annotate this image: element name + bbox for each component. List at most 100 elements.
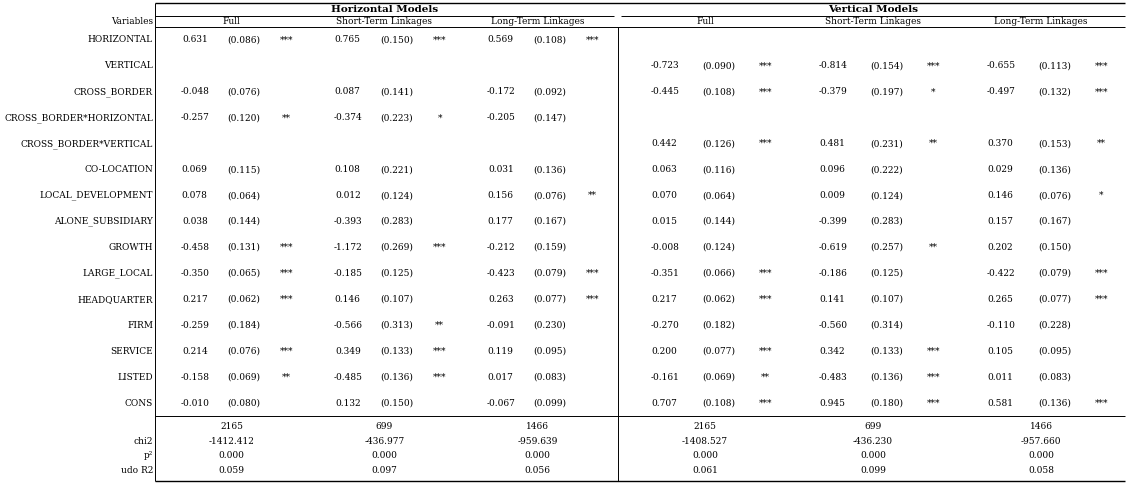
Text: ALONE_SUBSIDIARY: ALONE_SUBSIDIARY (54, 217, 153, 227)
Text: (0.136): (0.136) (1038, 398, 1071, 408)
Text: -0.048: -0.048 (180, 87, 210, 96)
Text: (0.079): (0.079) (533, 269, 566, 278)
Text: GROWTH: GROWTH (108, 243, 153, 252)
Text: 0.017: 0.017 (488, 373, 514, 381)
Text: 0.569: 0.569 (488, 35, 514, 45)
Text: 0.105: 0.105 (987, 347, 1013, 356)
Text: (0.136): (0.136) (870, 373, 903, 381)
Text: 0.000: 0.000 (860, 452, 886, 460)
Text: (0.125): (0.125) (870, 269, 903, 278)
Text: (0.197): (0.197) (870, 87, 903, 96)
Text: ***: *** (1094, 87, 1108, 96)
Text: **: ** (761, 373, 770, 381)
Text: (0.095): (0.095) (1038, 347, 1071, 356)
Text: ***: *** (1094, 295, 1108, 304)
Text: -1412.412: -1412.412 (208, 437, 255, 446)
Text: **: ** (282, 113, 291, 122)
Text: 0.009: 0.009 (819, 191, 845, 200)
Text: (0.076): (0.076) (1038, 191, 1071, 200)
Text: 0.058: 0.058 (1028, 466, 1054, 475)
Text: (0.283): (0.283) (870, 217, 903, 226)
Text: 0.015: 0.015 (651, 217, 677, 226)
Text: -0.655: -0.655 (986, 61, 1015, 70)
Text: 0.059: 0.059 (219, 466, 245, 475)
Text: 0.707: 0.707 (651, 398, 677, 408)
Text: ***: *** (758, 398, 772, 408)
Text: -0.257: -0.257 (180, 113, 210, 122)
Text: ***: *** (926, 347, 940, 356)
Text: -0.483: -0.483 (818, 373, 848, 381)
Text: (0.184): (0.184) (228, 321, 260, 330)
Text: 0.063: 0.063 (651, 165, 677, 174)
Text: ***: *** (926, 373, 940, 381)
Text: **: ** (588, 191, 597, 200)
Text: 0.029: 0.029 (987, 165, 1013, 174)
Text: ***: *** (758, 87, 772, 96)
Text: ***: *** (758, 347, 772, 356)
Text: HORIZONTAL: HORIZONTAL (88, 35, 153, 45)
Text: CROSS_BORDER*VERTICAL: CROSS_BORDER*VERTICAL (20, 139, 153, 149)
Text: 0.069: 0.069 (181, 165, 207, 174)
Text: -0.110: -0.110 (986, 321, 1015, 330)
Text: (0.126): (0.126) (702, 139, 735, 148)
Text: 0.945: 0.945 (819, 398, 845, 408)
Text: (0.125): (0.125) (380, 269, 414, 278)
Text: -0.185: -0.185 (334, 269, 362, 278)
Text: ***: *** (926, 61, 940, 70)
Text: CROSS_BORDER: CROSS_BORDER (74, 87, 153, 97)
Text: (0.124): (0.124) (380, 191, 414, 200)
Text: 0.087: 0.087 (335, 87, 361, 96)
Text: 0.078: 0.078 (181, 191, 207, 200)
Text: 2165: 2165 (693, 422, 717, 431)
Text: (0.136): (0.136) (1038, 165, 1071, 174)
Text: CROSS_BORDER*HORIZONTAL: CROSS_BORDER*HORIZONTAL (5, 113, 153, 122)
Text: Short-Term Linkages: Short-Term Linkages (825, 17, 921, 26)
Text: (0.231): (0.231) (870, 139, 903, 148)
Text: (0.077): (0.077) (533, 295, 566, 304)
Text: ***: *** (279, 295, 293, 304)
Text: (0.076): (0.076) (533, 191, 566, 200)
Text: 0.012: 0.012 (335, 191, 361, 200)
Text: -0.161: -0.161 (650, 373, 680, 381)
Text: 0.214: 0.214 (181, 347, 207, 356)
Text: 0.156: 0.156 (488, 191, 514, 200)
Text: -0.560: -0.560 (818, 321, 848, 330)
Text: 0.581: 0.581 (987, 398, 1013, 408)
Text: (0.150): (0.150) (380, 398, 414, 408)
Text: 0.370: 0.370 (987, 139, 1013, 148)
Text: -0.270: -0.270 (650, 321, 680, 330)
Text: 0.108: 0.108 (335, 165, 361, 174)
Text: 0.146: 0.146 (335, 295, 361, 304)
Text: Long-Term Linkages: Long-Term Linkages (994, 17, 1088, 26)
Text: ***: *** (758, 295, 772, 304)
Text: (0.107): (0.107) (380, 295, 414, 304)
Text: ***: *** (758, 139, 772, 148)
Text: (0.144): (0.144) (228, 217, 260, 226)
Text: -959.639: -959.639 (517, 437, 558, 446)
Text: (0.314): (0.314) (870, 321, 903, 330)
Text: ***: *** (586, 269, 600, 278)
Text: **: ** (282, 373, 291, 381)
Text: FIRM: FIRM (127, 321, 153, 330)
Text: 2165: 2165 (220, 422, 243, 431)
Text: ***: *** (433, 243, 446, 252)
Text: (0.141): (0.141) (380, 87, 414, 96)
Text: *: * (931, 87, 935, 96)
Text: -0.259: -0.259 (180, 321, 210, 330)
Text: -0.445: -0.445 (650, 87, 680, 96)
Text: (0.221): (0.221) (381, 165, 414, 174)
Text: (0.154): (0.154) (870, 61, 903, 70)
Text: 0.217: 0.217 (181, 295, 207, 304)
Text: (0.167): (0.167) (1038, 217, 1071, 226)
Text: -0.814: -0.814 (818, 61, 848, 70)
Text: -0.186: -0.186 (818, 269, 848, 278)
Text: 0.481: 0.481 (819, 139, 845, 148)
Text: VERTICAL: VERTICAL (105, 61, 153, 70)
Text: (0.230): (0.230) (533, 321, 566, 330)
Text: (0.116): (0.116) (702, 165, 735, 174)
Text: (0.076): (0.076) (228, 87, 260, 96)
Text: Long-Term Linkages: Long-Term Linkages (490, 17, 584, 26)
Text: (0.132): (0.132) (1038, 87, 1071, 96)
Text: (0.269): (0.269) (380, 243, 414, 252)
Text: LISTED: LISTED (117, 373, 153, 381)
